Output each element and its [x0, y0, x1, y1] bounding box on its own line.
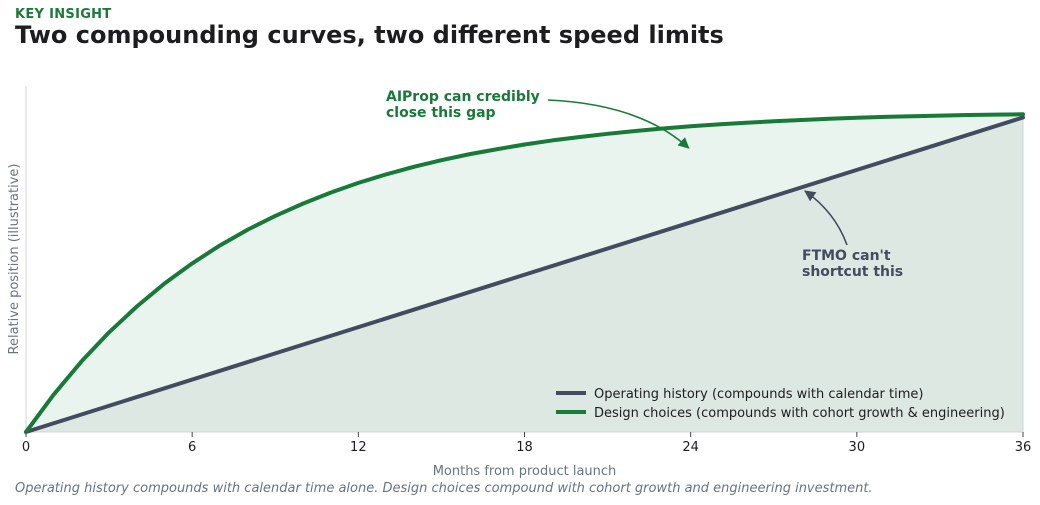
chart-axes: 0 6 12 18 24 30 36: [22, 86, 1031, 455]
annotation-ftmo-arrow: [804, 190, 848, 246]
annotation-ftmo-line: shortcut this: [802, 264, 903, 280]
chart-title: Two compounding curves, two different sp…: [15, 21, 724, 49]
annotation-aiprop-text: AIProp can credibly close this gap: [386, 89, 540, 121]
x-tick-label: 12: [350, 440, 367, 455]
chart-labels: Months from product launch Relative posit…: [7, 164, 616, 479]
x-tick-label: 18: [516, 440, 533, 455]
x-tick-label: 36: [1015, 440, 1032, 455]
chart-annotations: AIProp can credibly close this gap FTMO ca…: [386, 89, 903, 280]
chart-caption: Operating history compounds with calenda…: [15, 481, 873, 496]
chart-legend: Operating history (compounds with calend…: [556, 387, 1005, 421]
annotation-aiprop-arrow: [547, 99, 690, 149]
legend-label: Design choices (compounds with cohort gr…: [594, 406, 1005, 421]
y-axis-label: Relative position (illustrative): [7, 164, 22, 355]
x-axis-label: Months from product launch: [433, 464, 617, 479]
eyebrow-label: KEY INSIGHT: [15, 7, 112, 22]
annotation-aiprop-line: close this gap: [386, 105, 496, 121]
x-tick-label: 30: [849, 440, 866, 455]
series-line-operating-history: [24, 115, 1025, 434]
annotation-aiprop-line: AIProp can credibly: [386, 89, 540, 105]
annotation-ftmo-text: FTMO can't shortcut this: [802, 248, 903, 280]
x-tick-label: 0: [22, 440, 30, 455]
x-tick-label: 24: [682, 440, 699, 455]
series-line-design-choices: [24, 112, 1025, 434]
legend-label: Operating history (compounds with calend…: [594, 387, 923, 402]
annotation-ftmo-line: FTMO can't: [802, 248, 891, 264]
chart-series: [24, 112, 1025, 434]
x-tick-label: 6: [188, 440, 196, 455]
